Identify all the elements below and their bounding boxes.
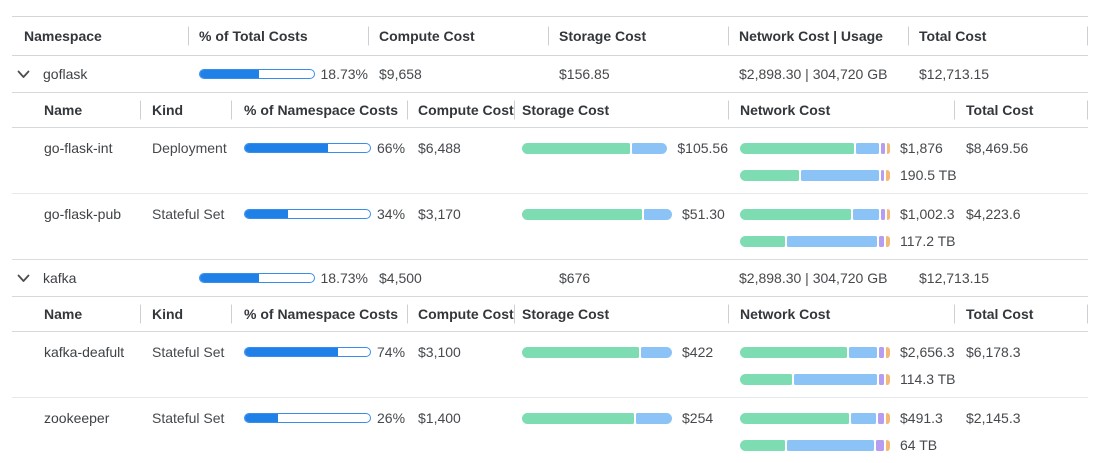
network-usage-value: 64 TB (900, 437, 938, 453)
workload-kind: Deployment (152, 140, 227, 156)
compute-cost-value: $3,170 (418, 206, 461, 222)
network-usage-value: 190.5 TB (900, 167, 957, 183)
network-usage-bar (740, 373, 890, 385)
column-header-namespace: Namespace (24, 28, 102, 44)
percent-namespace-bar (244, 347, 371, 357)
total-cost-value: $12,713.15 (919, 270, 990, 286)
network-cost-usage-value: $2,898.30 | 304,720 GB (739, 66, 888, 82)
column-header-network-cost-usage: Network Cost | Usage (728, 28, 908, 44)
total-cost-value: $8,469.56 (966, 140, 1029, 156)
total-cost-value: $6,178.3 (966, 344, 1021, 360)
network-cost-value: $491.3 (900, 410, 943, 426)
chevron-down-icon[interactable] (17, 70, 30, 79)
column-header-compute-cost: Compute Cost (407, 102, 514, 118)
workload-row: kafka-deafult Stateful Set 74% $3,100 $4… (12, 332, 1088, 397)
workload-row: go-flask-int Deployment 66% $6,488 $105.… (12, 128, 1088, 193)
percent-total-bar (199, 69, 315, 79)
column-header-compute-cost: Compute Cost (407, 306, 514, 322)
cost-allocation-table: Namespace % of Total Costs Compute Cost … (12, 16, 1088, 463)
column-header-kind: Kind (140, 306, 231, 322)
storage-cost-value: $676 (559, 270, 591, 286)
column-header-storage-cost: Storage Cost (548, 28, 728, 44)
chevron-down-icon[interactable] (17, 274, 30, 283)
total-cost-value: $2,145.3 (966, 410, 1021, 426)
workloads-table: Name Kind % of Namespace Costs Compute C… (12, 92, 1088, 260)
percent-total-bar (199, 273, 315, 283)
storage-cost-value: $51.30 (682, 206, 725, 222)
percent-namespace-bar (244, 209, 371, 219)
column-header-kind: Kind (140, 102, 231, 118)
workload-kind: Stateful Set (152, 410, 225, 426)
workload-name: go-flask-int (44, 140, 113, 156)
network-cost-bar (740, 208, 890, 220)
percent-total-value: 18.73% (320, 66, 368, 82)
percent-namespace-value: 26% (377, 410, 406, 426)
column-header-total-cost: Total Cost (954, 102, 1088, 118)
column-header-total-cost: Total Cost (908, 28, 1088, 44)
storage-cost-value: $156.85 (559, 66, 610, 82)
network-usage-value: 117.2 TB (900, 233, 956, 249)
namespace-group-goflask: goflask 18.73% $9,658 $156.85 $2,898.30 … (12, 56, 1088, 260)
storage-cost-value: $422 (682, 344, 714, 360)
column-header-network-cost: Network Cost (728, 306, 954, 322)
column-header-compute-cost: Compute Cost (368, 28, 548, 44)
network-cost-usage-value: $2,898.30 | 304,720 GB (739, 270, 888, 286)
column-header-network-cost: Network Cost (728, 102, 954, 118)
workload-row: go-flask-pub Stateful Set 34% $3,170 $51… (12, 193, 1088, 259)
storage-cost-value: $254 (682, 410, 714, 426)
network-cost-value: $1,002.3 (900, 206, 955, 222)
compute-cost-value: $3,100 (418, 344, 461, 360)
percent-namespace-value: 74% (377, 344, 406, 360)
compute-cost-value: $1,400 (418, 410, 461, 426)
namespace-name: goflask (43, 66, 88, 82)
workloads-header-row: Name Kind % of Namespace Costs Compute C… (12, 92, 1088, 128)
network-cost-value: $1,876 (900, 140, 943, 156)
network-usage-bar (740, 169, 890, 181)
network-usage-bar (740, 439, 890, 451)
network-cost-bar (740, 412, 890, 424)
compute-cost-value: $4,500 (379, 270, 422, 286)
percent-namespace-value: 34% (377, 206, 406, 222)
namespace-row[interactable]: goflask 18.73% $9,658 $156.85 $2,898.30 … (12, 56, 1088, 92)
total-cost-value: $12,713.15 (919, 66, 990, 82)
column-header-percent-namespace: % of Namespace Costs (231, 102, 407, 118)
percent-namespace-bar (244, 413, 371, 423)
column-header-storage-cost: Storage Cost (514, 306, 728, 322)
namespace-name: kafka (43, 270, 77, 286)
compute-cost-value: $9,658 (379, 66, 422, 82)
network-cost-bar (740, 142, 890, 154)
network-cost-bar (740, 346, 890, 358)
compute-cost-value: $6,488 (418, 140, 461, 156)
network-usage-bar (740, 235, 890, 247)
namespace-group-kafka: kafka 18.73% $4,500 $676 $2,898.30 | 304… (12, 260, 1088, 463)
column-header-name: Name (44, 102, 83, 118)
storage-cost-bar (522, 412, 672, 424)
workload-kind: Stateful Set (152, 206, 225, 222)
workload-row: zookeeper Stateful Set 26% $1,400 $254 $… (12, 397, 1088, 463)
workload-name: go-flask-pub (44, 206, 122, 222)
percent-total-value: 18.73% (320, 270, 368, 286)
workload-kind: Stateful Set (152, 344, 225, 360)
network-usage-value: 114.3 TB (900, 371, 956, 387)
workload-name: kafka-deafult (44, 344, 125, 360)
namespace-row[interactable]: kafka 18.73% $4,500 $676 $2,898.30 | 304… (12, 260, 1088, 296)
column-header-percent-total: % of Total Costs (188, 28, 368, 44)
total-cost-value: $4,223.6 (966, 206, 1021, 222)
percent-namespace-bar (244, 143, 371, 153)
column-header-name: Name (44, 306, 83, 322)
percent-namespace-value: 66% (377, 140, 406, 156)
workloads-table: Name Kind % of Namespace Costs Compute C… (12, 296, 1088, 463)
storage-cost-bar (522, 142, 668, 154)
column-header-storage-cost: Storage Cost (514, 102, 728, 118)
column-header-total-cost: Total Cost (954, 306, 1088, 322)
main-header-row: Namespace % of Total Costs Compute Cost … (12, 16, 1088, 56)
workloads-header-row: Name Kind % of Namespace Costs Compute C… (12, 296, 1088, 332)
column-header-percent-namespace: % of Namespace Costs (231, 306, 407, 322)
network-cost-value: $2,656.3 (900, 344, 955, 360)
storage-cost-bar (522, 346, 672, 358)
storage-cost-value: $105.56 (677, 140, 728, 156)
workload-name: zookeeper (44, 410, 110, 426)
storage-cost-bar (522, 208, 672, 220)
